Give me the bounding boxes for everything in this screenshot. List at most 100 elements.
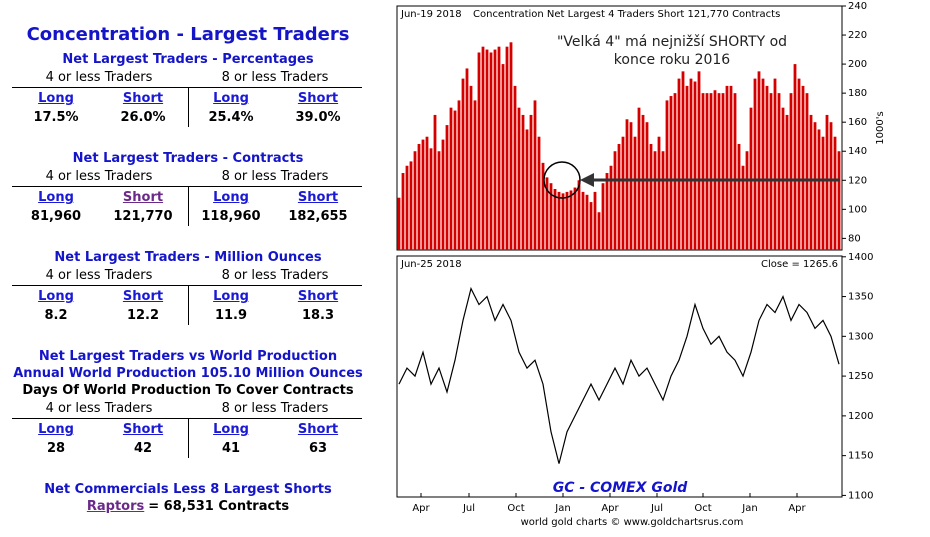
- bar: [465, 68, 469, 250]
- annotation: konce roku 2016: [614, 52, 731, 68]
- bar: [689, 78, 693, 250]
- bar: [789, 93, 793, 251]
- column-link[interactable]: Long: [38, 91, 74, 106]
- section-heading: Net Largest Traders vs World Production: [38, 349, 338, 364]
- column-link[interactable]: Long: [213, 289, 249, 304]
- rule: [12, 418, 362, 419]
- bar: [645, 122, 649, 250]
- bar: [429, 148, 433, 250]
- bar: [569, 190, 573, 250]
- bar: [729, 85, 733, 250]
- column-link[interactable]: Long: [213, 422, 249, 437]
- bar: [453, 110, 457, 250]
- bar: [837, 151, 841, 250]
- x-tick-label: Jul: [462, 503, 475, 514]
- close-label: Close = 1265.6: [761, 259, 838, 270]
- bar: [557, 191, 561, 250]
- bar: [413, 151, 417, 250]
- bar: [705, 93, 709, 251]
- bar: [745, 151, 749, 250]
- bar: [405, 165, 409, 250]
- bar: [609, 165, 613, 250]
- column-link[interactable]: Short: [297, 190, 339, 205]
- bar: [581, 191, 585, 250]
- bar: [525, 129, 529, 250]
- bar: [409, 161, 413, 250]
- divider: [188, 418, 189, 458]
- section-heading: Net Largest Traders - Million Ounces: [54, 250, 322, 265]
- raptors-link[interactable]: Raptors: [86, 499, 145, 514]
- bar: [425, 136, 429, 250]
- x-tick-label: Apr: [412, 503, 430, 514]
- bar: [545, 177, 549, 250]
- column-link[interactable]: Short: [297, 91, 339, 106]
- value: 26.0%: [120, 110, 166, 125]
- column-link[interactable]: Short: [297, 422, 339, 437]
- column-link[interactable]: Long: [38, 289, 74, 304]
- rule: [12, 186, 362, 187]
- bar: [801, 85, 805, 250]
- bar: [785, 114, 789, 250]
- bar: [441, 139, 445, 250]
- chart-date: Jun-25 2018: [400, 259, 462, 270]
- bar: [517, 107, 521, 251]
- bar: [401, 173, 405, 250]
- section-heading: Net Largest Traders - Percentages: [62, 52, 314, 67]
- divider: [188, 87, 189, 127]
- bar: [757, 71, 761, 250]
- column-link[interactable]: Short: [297, 289, 339, 304]
- column-link[interactable]: Long: [38, 190, 74, 205]
- bar: [701, 93, 705, 251]
- bar: [653, 151, 657, 250]
- column-link[interactable]: Long: [213, 190, 249, 205]
- value: 12.2: [126, 308, 160, 323]
- y-tick-label: 100: [848, 204, 867, 215]
- bar: [617, 143, 621, 250]
- bar: [529, 114, 533, 250]
- bar: [649, 143, 653, 250]
- bar: [829, 122, 833, 250]
- bar: [725, 85, 729, 250]
- section-heading: Annual World Production 105.10 Million O…: [13, 366, 363, 381]
- bar: [629, 122, 633, 250]
- bar: [669, 96, 673, 250]
- rule: [12, 285, 362, 286]
- column-link[interactable]: Short: [122, 422, 164, 437]
- column-link[interactable]: Long: [38, 422, 74, 437]
- bar: [833, 136, 837, 250]
- bar: [697, 71, 701, 250]
- value: 182,655: [288, 209, 348, 224]
- bar: [553, 189, 557, 250]
- group-label: 4 or less Traders: [45, 70, 153, 85]
- chart-title: GC - COMEX Gold: [553, 480, 689, 496]
- column-link[interactable]: Short: [122, 190, 164, 205]
- bar: [681, 71, 685, 250]
- bar: [505, 46, 509, 250]
- bar: [457, 100, 461, 251]
- column-link[interactable]: Short: [122, 91, 164, 106]
- value: 81,960: [30, 209, 82, 224]
- bar: [589, 202, 593, 250]
- column-link[interactable]: Short: [122, 289, 164, 304]
- bar: [485, 49, 489, 251]
- bar: [821, 136, 825, 250]
- group-label: 8 or less Traders: [221, 169, 329, 184]
- y-tick-label: 240: [848, 1, 867, 12]
- bar: [721, 93, 725, 251]
- bar: [481, 46, 485, 250]
- bar: [541, 162, 545, 250]
- bar: [601, 183, 605, 250]
- x-tick-label: Jan: [554, 503, 570, 514]
- bar: [473, 100, 477, 251]
- bar: [797, 78, 801, 250]
- bar: [673, 93, 677, 251]
- group-label: 4 or less Traders: [45, 268, 153, 283]
- footer-line: Raptors = 68,531 Contracts: [87, 499, 289, 514]
- y-tick-label: 200: [848, 59, 867, 70]
- column-link[interactable]: Long: [213, 91, 249, 106]
- bar: [593, 191, 597, 250]
- bar: [733, 93, 737, 251]
- arrow-head: [580, 173, 594, 187]
- bar: [501, 64, 505, 250]
